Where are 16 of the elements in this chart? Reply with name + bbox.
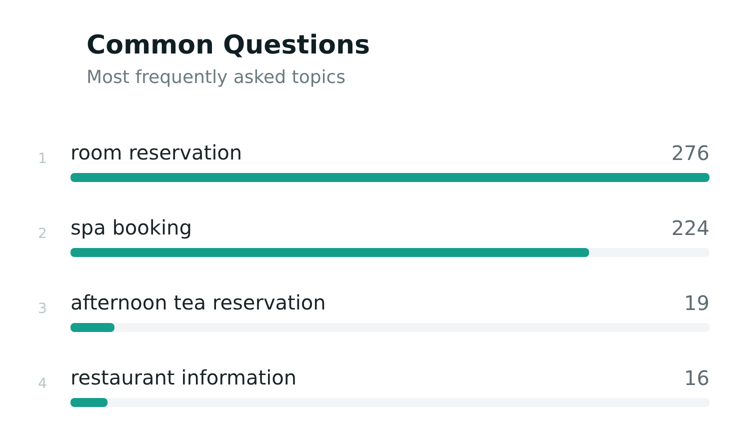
y-tick-label: afternoon tea reservation [70,290,326,314]
chart-title: Common Questions [86,30,370,60]
data-label: 19 [684,291,710,315]
bar [70,323,114,332]
text: 2 [38,226,47,242]
bar [70,398,108,407]
text: 4 [38,376,48,392]
text: 1 [38,151,47,167]
y-tick-label: restaurant information [70,366,297,390]
chart-subtitle: Most frequently asked topics [86,67,346,88]
data-label: 224 [671,216,710,240]
y-tick-label: spa booking [70,216,192,240]
text: 3 [38,301,47,317]
y-tick-label: room reservation [70,140,242,164]
data-label: 16 [684,366,710,390]
data-label: 276 [671,141,710,165]
